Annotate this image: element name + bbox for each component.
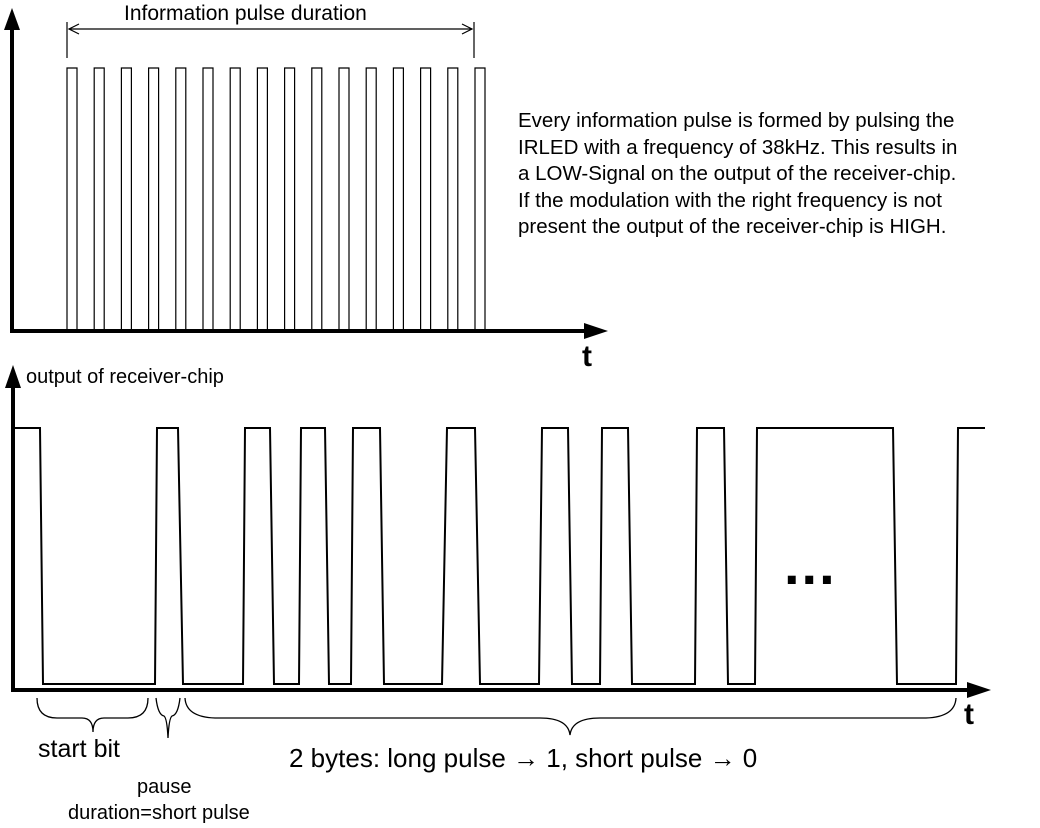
dimension-line — [66, 22, 475, 58]
carrier-pulse — [120, 67, 132, 331]
carrier-pulse — [365, 67, 377, 331]
carrier-pulse — [392, 67, 404, 331]
start-bit-brace — [36, 697, 149, 733]
carrier-pulse — [66, 67, 78, 331]
bottom-x-arrowhead — [967, 682, 991, 698]
pause-duration-label: duration=short pulse — [68, 802, 250, 824]
pause-brace — [155, 697, 181, 739]
top-x-arrowhead — [584, 323, 608, 339]
dimension-right-arrow — [461, 23, 474, 35]
bottom-t-axis-label: t — [964, 698, 974, 731]
top-t-axis-label: t — [582, 340, 592, 373]
duration-label: Information pulse duration — [124, 2, 367, 25]
carrier-pulse — [229, 67, 241, 331]
carrier-pulse — [284, 67, 296, 331]
bottom-y-arrowhead — [5, 365, 21, 388]
carrier-pulse — [202, 67, 214, 331]
ellipsis-label: ... — [784, 533, 837, 596]
top-axes — [4, 8, 608, 339]
carrier-pulse — [93, 67, 105, 331]
top-y-arrowhead — [4, 8, 20, 30]
carrier-pulse — [338, 67, 350, 331]
start-bit-label: start bit — [38, 735, 120, 763]
bytes-label: 2 bytes: long pulse → 1, short pulse → 0 — [289, 743, 758, 773]
receiver-output-signal — [14, 427, 985, 685]
carrier-pulse-train — [66, 67, 486, 331]
carrier-pulse — [420, 67, 432, 331]
carrier-pulse — [474, 67, 486, 331]
bytes-brace — [184, 697, 957, 736]
carrier-pulse — [447, 67, 459, 331]
dimension-left-arrow — [67, 23, 80, 35]
pause-label: pause — [137, 776, 192, 798]
carrier-pulse — [175, 67, 187, 331]
carrier-pulse — [148, 67, 160, 331]
bottom-axes — [5, 365, 991, 698]
carrier-pulse — [256, 67, 268, 331]
carrier-pulse — [311, 67, 323, 331]
bottom-y-axis-label: output of receiver-chip — [26, 366, 224, 388]
description-text: Every information pulse is formed by pul… — [518, 109, 958, 238]
